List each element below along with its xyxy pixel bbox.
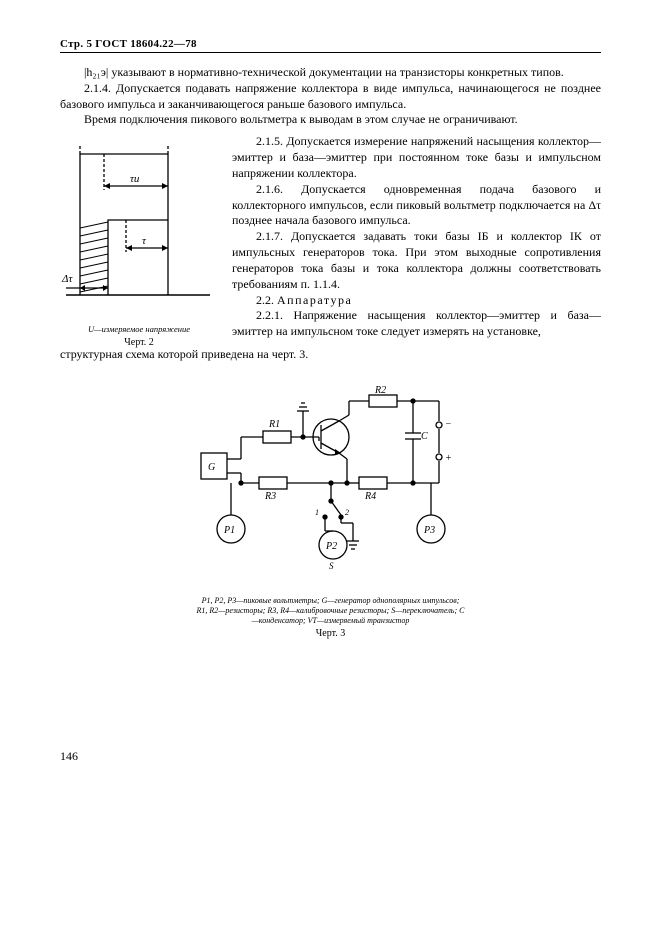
lbl-C: С xyxy=(421,431,428,442)
page-header: Стр. 5 ГОСТ 18604.22—78 xyxy=(60,38,601,53)
text-figure-row: τи τ Δτ U—измеряемое напряжение Черт. 2 … xyxy=(60,134,601,349)
para-time: Время подключения пикового вольтметра к … xyxy=(60,112,601,128)
lbl-R4: R4 xyxy=(364,491,376,502)
figure-3-label: Черт. 3 xyxy=(196,628,466,641)
figure-2-caption: U—измеряемое напряжение Черт. 2 xyxy=(60,324,218,349)
figure-3-svg: G R1 R2 R3 R4 С − + P1 P2 P3 1 2 S xyxy=(181,381,481,581)
figure-3-caption: P1, P2, P3—пиковые вольтметры; G—генерат… xyxy=(196,596,466,641)
lbl-s2: 2 xyxy=(345,508,349,517)
figure-3-caption-text: P1, P2, P3—пиковые вольтметры; G—генерат… xyxy=(196,596,466,626)
intro-block: |h₂₁э| указывают в нормативно-техническо… xyxy=(60,65,601,128)
label-dtau: Δτ xyxy=(61,273,73,285)
lbl-plus: + xyxy=(445,453,452,464)
lbl-G: G xyxy=(208,462,215,473)
lbl-minus: − xyxy=(445,419,452,430)
lbl-R3: R3 xyxy=(264,491,276,502)
lbl-R2: R2 xyxy=(374,385,386,396)
label-tau: τ xyxy=(142,235,147,247)
continuation-line: структурная схема которой приведена на ч… xyxy=(60,347,601,363)
para-h21: |h₂₁э| указывают в нормативно-техническо… xyxy=(60,65,601,81)
lbl-s3: S xyxy=(329,561,334,571)
para-214: 2.1.4. Допускается подавать напряжение к… xyxy=(60,81,601,113)
label-tau-i: τи xyxy=(130,173,140,185)
lbl-s1: 1 xyxy=(315,508,319,517)
figure-2-caption-text: U—измеряемое напряжение xyxy=(60,324,218,335)
lbl-P3: P3 xyxy=(423,525,435,536)
lbl-R1: R1 xyxy=(268,419,280,430)
figure-2: τи τ Δτ U—измеряемое напряжение Черт. 2 xyxy=(60,140,218,349)
lbl-P1: P1 xyxy=(223,525,235,536)
figure-2-svg: τи τ Δτ xyxy=(60,140,218,320)
page-number: 146 xyxy=(60,749,78,764)
lbl-P2: P2 xyxy=(325,541,337,552)
figure-3: G R1 R2 R3 R4 С − + P1 P2 P3 1 2 S P1, P… xyxy=(60,381,601,641)
